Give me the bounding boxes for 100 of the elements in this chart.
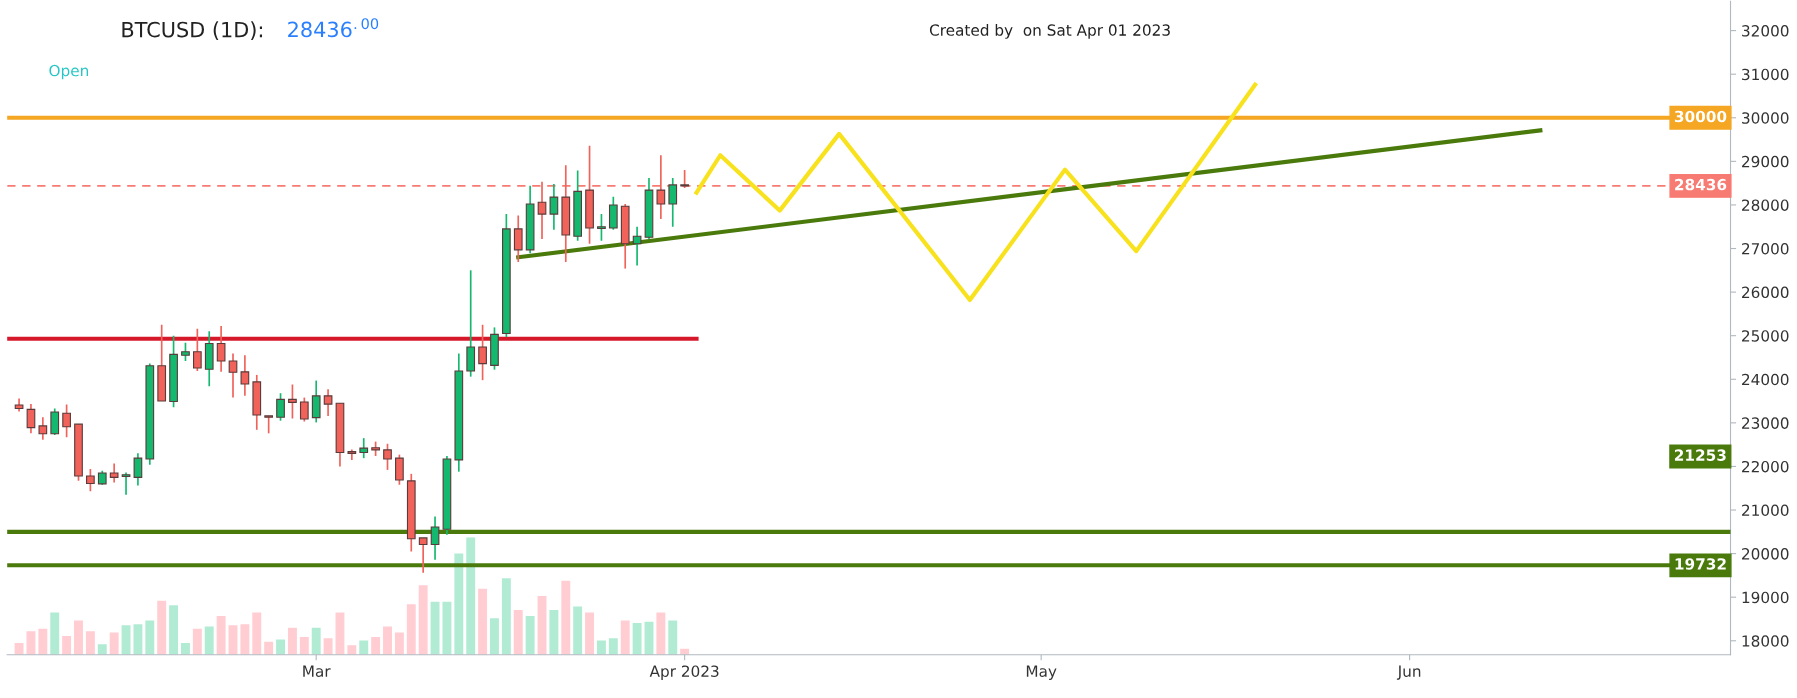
candlestick <box>26 403 36 435</box>
bar <box>14 642 24 655</box>
candlestick <box>288 383 297 420</box>
y-tick-label: 22000 <box>1742 460 1789 473</box>
candlestick <box>395 453 404 486</box>
bar <box>668 620 678 655</box>
bar <box>501 578 511 655</box>
bar <box>323 638 333 655</box>
bar <box>418 585 428 655</box>
bar <box>85 631 95 655</box>
y-tick-label: 21000 <box>1742 504 1789 517</box>
annotation: Created by on Sat Apr 01 2023 <box>929 24 1170 39</box>
candlestick <box>478 323 487 381</box>
bar <box>513 610 523 655</box>
candlestick <box>311 379 321 424</box>
candlestick <box>276 392 285 422</box>
candlestick <box>597 213 606 242</box>
candlestick <box>86 468 95 493</box>
candlestick <box>192 327 202 372</box>
bar <box>169 605 179 655</box>
bar <box>490 618 499 655</box>
bar <box>359 640 369 655</box>
candlestick <box>323 388 333 417</box>
bar <box>454 553 464 655</box>
candlestick <box>383 442 392 471</box>
bar <box>525 615 535 655</box>
y-tick-label: 23000 <box>1742 417 1789 429</box>
bar <box>240 624 250 655</box>
candlestick <box>181 341 190 362</box>
ref-line-label: 28436 <box>1675 178 1727 191</box>
candlestick <box>418 537 428 574</box>
bar <box>145 620 155 655</box>
bar <box>97 644 107 655</box>
bar <box>181 642 190 655</box>
bar <box>157 600 167 655</box>
candlestick <box>668 177 678 228</box>
candlestick <box>133 452 143 487</box>
candlestick <box>109 462 119 484</box>
bar <box>585 612 595 655</box>
bar <box>383 626 392 655</box>
candlestick <box>121 471 131 496</box>
bar <box>192 628 202 655</box>
annotation: 28436$^{.00}$ <box>288 18 379 38</box>
candlestick <box>216 325 226 373</box>
candlestick <box>50 407 60 436</box>
x-tick-label: Jun <box>1396 665 1421 680</box>
candlestick <box>430 515 440 561</box>
candlestick <box>62 403 71 439</box>
x-tick-label: Mar <box>303 665 331 677</box>
bar <box>133 624 143 655</box>
candlestick <box>299 396 309 423</box>
bar <box>620 620 630 655</box>
y-tick-label: 18000 <box>1742 635 1789 647</box>
bar <box>287 627 297 655</box>
y-tick-label: 20000 <box>1742 548 1789 560</box>
bar <box>430 601 440 655</box>
bar <box>596 640 606 655</box>
candlestick <box>513 214 523 263</box>
bar <box>549 610 559 655</box>
candlestick <box>228 352 238 399</box>
bar <box>276 639 285 655</box>
bar <box>109 632 119 655</box>
y-tick-label: 19000 <box>1742 591 1789 604</box>
ref-line-label: 19732 <box>1675 558 1726 570</box>
candlestick <box>347 448 357 461</box>
y-tick-label: 31000 <box>1742 68 1789 81</box>
bar <box>38 628 48 655</box>
candlestick <box>38 416 48 441</box>
bar <box>406 604 416 655</box>
annotation: Open <box>49 64 89 80</box>
y-tick-label: 26000 <box>1742 286 1789 299</box>
annotation: 21253 <box>1674 449 1726 461</box>
bar <box>74 620 83 655</box>
text: BTCUSD (1D): <box>122 21 263 40</box>
bar <box>311 627 321 655</box>
candlestick <box>240 354 250 397</box>
bar <box>347 645 357 655</box>
y-tick-label: 24000 <box>1742 373 1789 386</box>
bar <box>442 601 452 655</box>
bar <box>264 641 274 655</box>
bar <box>573 606 583 655</box>
bar <box>216 615 226 655</box>
bar <box>62 635 72 655</box>
bar <box>656 612 666 655</box>
candlestick <box>632 225 642 267</box>
y-tick-label: 29000 <box>1742 155 1789 168</box>
bar <box>394 632 404 655</box>
y-tick-label: 30000 <box>1742 112 1789 124</box>
bar <box>632 622 642 655</box>
y-tick-label: 32000 <box>1742 25 1789 37</box>
candlestick <box>549 183 559 231</box>
bar <box>204 626 214 655</box>
y-tick-label: 28000 <box>1742 199 1789 211</box>
candlestick <box>359 437 369 459</box>
bar <box>371 637 381 655</box>
line-series <box>694 82 1258 303</box>
bar <box>608 638 618 655</box>
ref-line-label: 30000 <box>1674 110 1727 123</box>
bar <box>466 537 476 655</box>
bar <box>561 580 571 655</box>
